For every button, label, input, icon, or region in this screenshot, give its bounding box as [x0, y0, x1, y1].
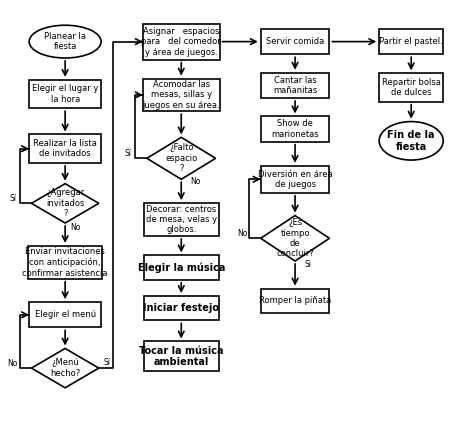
FancyBboxPatch shape: [261, 116, 329, 142]
Text: ¿Menú
hecho?: ¿Menú hecho?: [50, 359, 80, 378]
Text: Realizar la lista
de invitados: Realizar la lista de invitados: [33, 139, 97, 158]
Text: Si: Si: [305, 260, 311, 269]
Text: Elegir el menú: Elegir el menú: [35, 310, 96, 319]
FancyBboxPatch shape: [379, 29, 443, 54]
Text: Repartir bolsa
de dulces: Repartir bolsa de dulces: [382, 78, 441, 97]
Text: Asignar   espacios
para   del comedor
y área de juegos.: Asignar espacios para del comedor y área…: [141, 27, 221, 57]
Text: Iniciar festejo: Iniciar festejo: [143, 303, 219, 313]
Text: Partir el pastel.: Partir el pastel.: [379, 37, 443, 46]
Text: Sí: Sí: [125, 149, 132, 158]
Polygon shape: [147, 137, 216, 179]
Text: ¿Es
tiempo
de
concluir?: ¿Es tiempo de concluir?: [276, 218, 314, 258]
Text: Romper la piñata: Romper la piñata: [259, 296, 331, 306]
FancyBboxPatch shape: [144, 342, 219, 371]
Text: Elegir el lugar y
la hora: Elegir el lugar y la hora: [32, 84, 98, 104]
FancyBboxPatch shape: [261, 289, 329, 313]
Text: No: No: [8, 359, 18, 368]
FancyBboxPatch shape: [143, 24, 219, 59]
FancyBboxPatch shape: [144, 256, 219, 280]
Text: Decorar: centros
de mesa, velas y
globos.: Decorar: centros de mesa, velas y globos…: [146, 205, 217, 235]
Text: No: No: [237, 229, 247, 239]
Polygon shape: [261, 215, 329, 261]
Text: Tocar la música
ambiental: Tocar la música ambiental: [139, 346, 224, 367]
FancyBboxPatch shape: [143, 78, 219, 112]
Text: Diversión en área
de juegos: Diversión en área de juegos: [258, 169, 332, 189]
Text: ¿Falto
espacio
?: ¿Falto espacio ?: [165, 144, 197, 173]
FancyBboxPatch shape: [29, 302, 101, 327]
Text: ¿Agregar
invitados
?: ¿Agregar invitados ?: [46, 188, 84, 218]
Text: No: No: [190, 177, 201, 186]
Text: Sí: Sí: [9, 194, 17, 203]
Polygon shape: [31, 184, 99, 223]
Text: Cantar las
mañanitas: Cantar las mañanitas: [273, 76, 317, 95]
Text: Planear la
fiesta: Planear la fiesta: [44, 32, 86, 51]
Ellipse shape: [29, 25, 101, 58]
FancyBboxPatch shape: [261, 166, 329, 193]
FancyBboxPatch shape: [28, 246, 102, 279]
Text: Sí: Sí: [104, 359, 110, 368]
Text: Show de
marionetas: Show de marionetas: [271, 120, 319, 139]
FancyBboxPatch shape: [29, 135, 101, 163]
Polygon shape: [31, 348, 99, 388]
FancyBboxPatch shape: [29, 80, 101, 108]
FancyBboxPatch shape: [261, 73, 329, 98]
FancyBboxPatch shape: [379, 73, 443, 102]
Text: Enviar invitaciones
con anticipación,
confirmar asistencia: Enviar invitaciones con anticipación, co…: [22, 247, 108, 277]
Text: Servir comida: Servir comida: [266, 37, 324, 46]
FancyBboxPatch shape: [144, 296, 219, 321]
FancyBboxPatch shape: [261, 29, 329, 54]
Text: Fin de la
fiesta: Fin de la fiesta: [387, 130, 435, 152]
FancyBboxPatch shape: [144, 203, 219, 236]
Text: Acomodar las
mesas, sillas y
juegos en su área.: Acomodar las mesas, sillas y juegos en s…: [143, 80, 220, 110]
Ellipse shape: [379, 122, 443, 160]
Text: No: No: [70, 223, 81, 232]
Text: Elegir la música: Elegir la música: [137, 262, 225, 273]
